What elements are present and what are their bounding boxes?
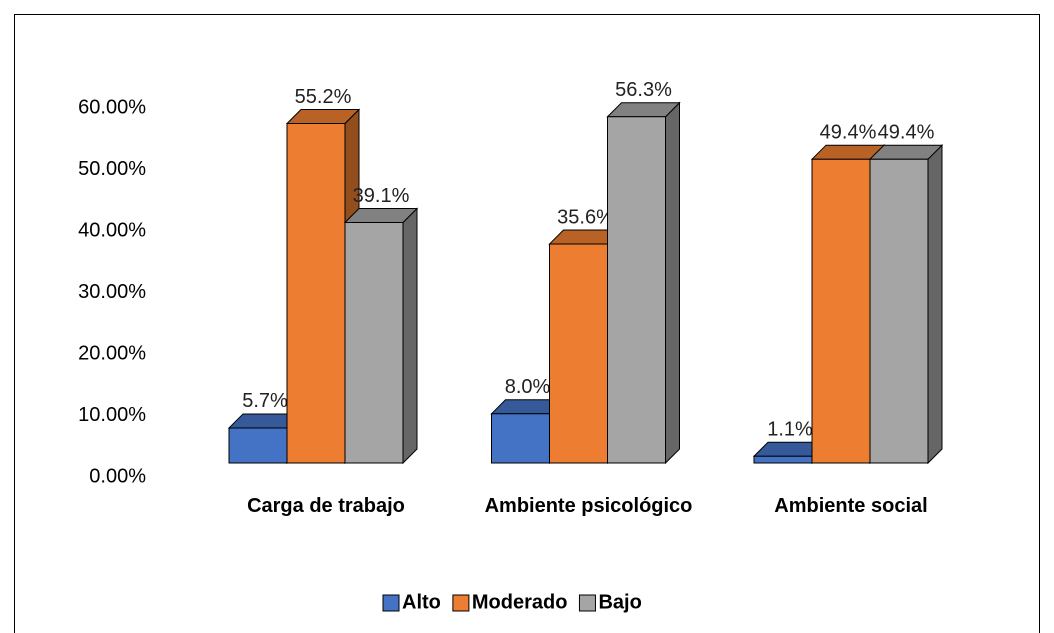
legend-swatch [578,594,596,612]
y-tick-label: 50.00% [78,158,146,180]
x-tick-label: Ambiente social [774,495,928,517]
legend-label: Alto [402,591,441,613]
y-tick-label: 30.00% [78,281,146,303]
bar-front [491,413,550,464]
bar-front [811,158,871,464]
bar [868,143,944,465]
legend-swatch [452,594,470,612]
bar-front [286,123,346,464]
x-tick-label: Carga de trabajo [247,495,405,517]
value-label: 8.0% [505,376,551,398]
bar-side [665,101,680,465]
bar-front [869,158,929,464]
y-tick-label: 10.00% [78,404,146,426]
value-label: 1.1% [767,419,813,441]
y-tick-label: 40.00% [78,219,146,241]
value-label: 5.7% [242,390,288,412]
bar-front [607,116,666,464]
value-label: 56.3% [615,79,672,101]
value-label: 49.4% [820,121,877,143]
y-tick-label: 20.00% [78,342,146,364]
value-label: 49.4% [878,121,935,143]
bar-front [228,427,288,464]
y-tick-label: 60.00% [78,96,146,118]
value-label: 39.1% [353,185,410,207]
bar-front [549,243,608,464]
legend-label: Bajo [598,591,641,613]
bar-side [402,207,418,465]
legend-label: Moderado [472,591,568,613]
bar [343,207,419,465]
value-label: 35.6% [557,206,614,228]
bar-side [927,143,943,465]
bar-front [344,222,404,464]
value-label: 55.2% [295,86,352,108]
chart-border [14,14,1040,633]
legend-swatch [382,594,400,612]
bar [606,101,681,465]
x-tick-label: Ambiente psicológico [484,495,693,517]
bar-front [753,455,813,464]
y-tick-label: 0.00% [89,465,146,487]
